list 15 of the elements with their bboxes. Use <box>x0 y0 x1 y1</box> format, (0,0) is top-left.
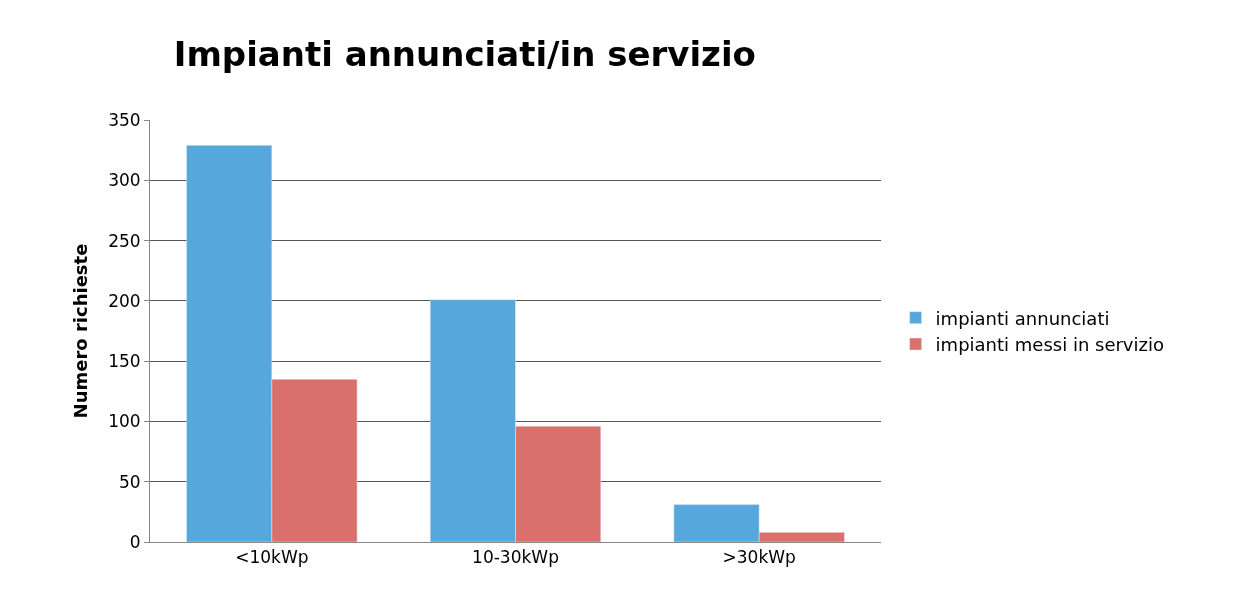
y-tick-label: 100 <box>108 411 141 432</box>
legend-label: impianti annunciati <box>935 307 1110 329</box>
y-tick-label: 350 <box>108 109 141 130</box>
y-tick-label: 300 <box>108 170 141 191</box>
y-tick-label: 200 <box>108 290 141 311</box>
x-tick-label: 10-30kWp <box>472 547 559 568</box>
y-tick-label: 0 <box>129 531 141 552</box>
x-tick-label: >30kWp <box>722 547 796 568</box>
x-tick-label: <10kWp <box>235 547 309 568</box>
y-tick-label: 50 <box>118 471 141 492</box>
y-tick-label: 150 <box>108 351 141 372</box>
y-tick-label: 250 <box>108 230 141 251</box>
legend-label: impianti messi in servizio <box>935 334 1164 356</box>
y-axis-title: Numero richieste <box>70 243 92 419</box>
chart-title: Impianti annunciati/in servizio <box>173 33 756 74</box>
